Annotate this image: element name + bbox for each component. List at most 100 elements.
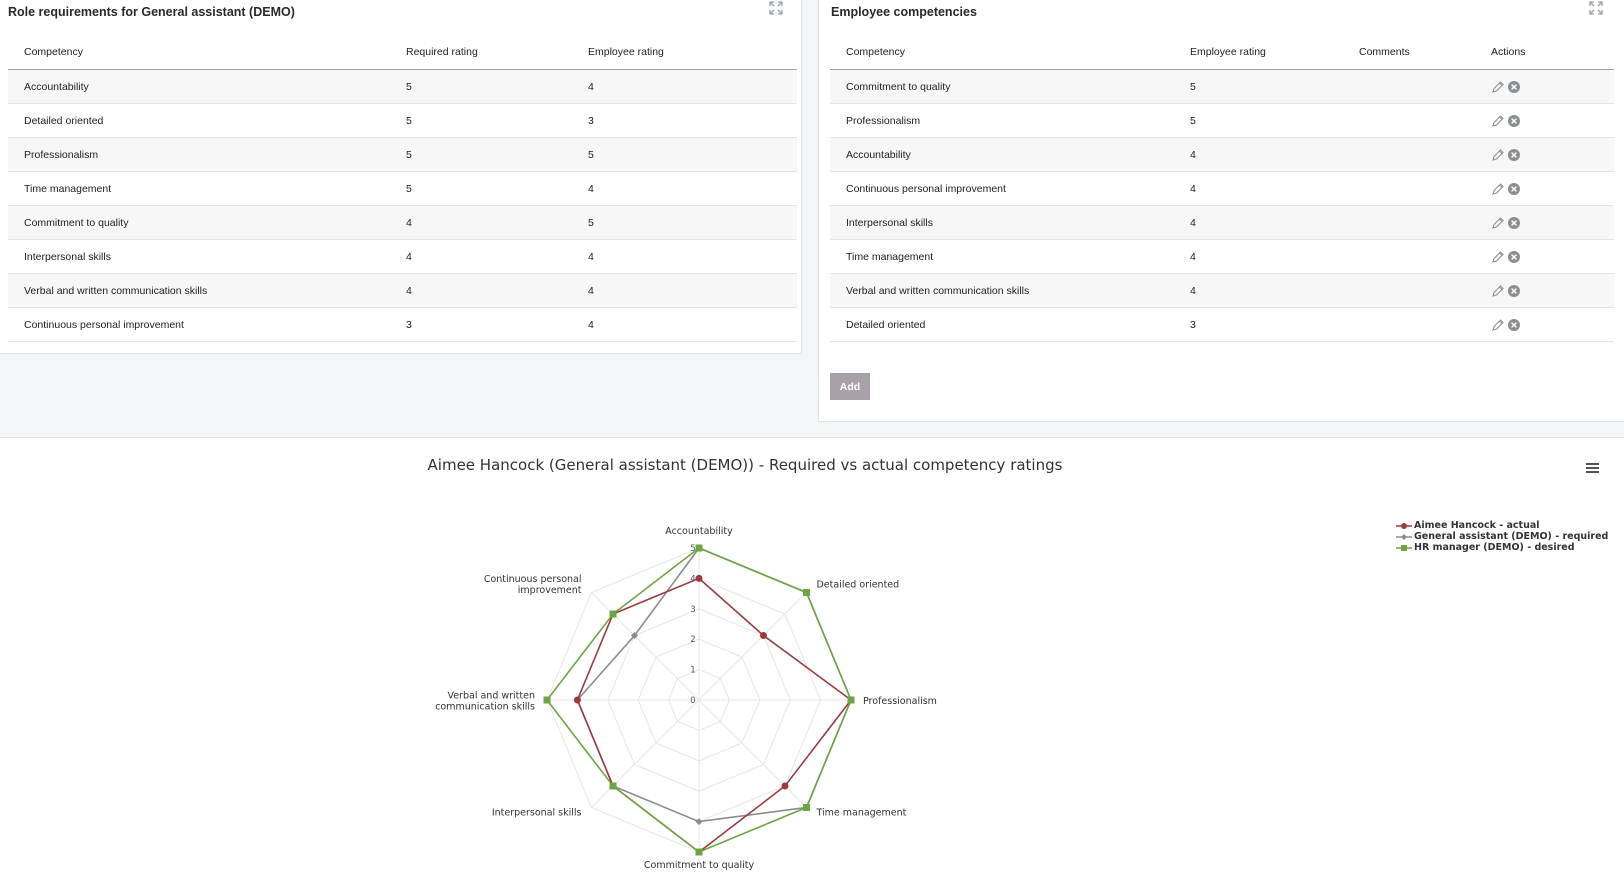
remove-circle-icon[interactable] <box>1507 182 1521 196</box>
employee-rating-cell: 4 <box>572 273 797 308</box>
competency-cell: Accountability <box>8 69 390 104</box>
competency-cell: Verbal and written communication skills <box>8 273 390 308</box>
data-point <box>573 696 581 704</box>
remove-circle-icon[interactable] <box>1507 284 1521 298</box>
comments-cell <box>1343 69 1475 104</box>
legend-item[interactable]: Aimee Hancock - actual <box>1396 520 1608 531</box>
data-point <box>609 610 617 618</box>
remove-circle-icon[interactable] <box>1507 148 1521 162</box>
competency-cell: Time management <box>8 171 390 206</box>
comments-cell <box>1343 273 1475 308</box>
remove-circle-icon[interactable] <box>1507 80 1521 94</box>
remove-circle-icon[interactable] <box>1507 114 1521 128</box>
pencil-icon[interactable] <box>1491 284 1505 298</box>
pencil-icon[interactable] <box>1491 148 1505 162</box>
employee-rating-cell: 4 <box>572 69 797 104</box>
role-requirements-table: Competency Required rating Employee rating… <box>8 35 797 342</box>
competency-cell: Professionalism <box>830 103 1174 138</box>
employee-rating-cell: 3 <box>1174 307 1343 342</box>
required-rating-cell: 5 <box>390 103 572 138</box>
comments-cell <box>1343 205 1475 240</box>
data-point <box>695 544 703 552</box>
actions-cell <box>1475 171 1614 206</box>
table-row: Interpersonal skills 4 4 <box>8 239 797 274</box>
employee-rating-cell: 4 <box>572 239 797 274</box>
column-header: Competency <box>830 35 1174 70</box>
column-header: Competency <box>8 35 390 70</box>
table-row: Professionalism 5 5 <box>8 137 797 172</box>
comments-cell <box>1343 137 1475 172</box>
competency-cell: Commitment to quality <box>830 69 1174 104</box>
competency-cell: Interpersonal skills <box>830 205 1174 240</box>
actions-cell <box>1475 103 1614 138</box>
data-point <box>802 589 810 597</box>
required-rating-cell: 4 <box>390 273 572 308</box>
employee-rating-cell: 4 <box>1174 137 1343 172</box>
employee-rating-cell: 4 <box>1174 205 1343 240</box>
actions-cell <box>1475 205 1614 240</box>
competency-radar-chart-panel: 0 1 2 3 4 5 Accountability Detailed oriented Pro… <box>0 437 1624 893</box>
add-button[interactable]: Add <box>830 373 870 400</box>
remove-circle-icon[interactable] <box>1507 318 1521 332</box>
expand-icon[interactable] <box>1588 0 1604 16</box>
hamburger-menu-icon[interactable] <box>1584 460 1602 476</box>
legend-symbol <box>1396 544 1412 551</box>
grid-spoke <box>591 592 700 701</box>
legend-symbol <box>1396 522 1412 529</box>
actions-cell <box>1475 273 1614 308</box>
table-row: Interpersonal skills 4 <box>830 205 1614 240</box>
legend-item[interactable]: HR manager (DEMO) - desired <box>1396 542 1608 553</box>
tick-label: 2 <box>690 635 695 645</box>
column-header: Actions <box>1475 35 1614 70</box>
table-row: Verbal and written communication skills 4… <box>8 273 797 308</box>
legend-label: HR manager (DEMO) - desired <box>1414 542 1575 553</box>
chart-legend: Aimee Hancock - actual General assistant … <box>1396 520 1608 553</box>
grid-spoke <box>698 592 807 701</box>
axis-label: Continuous personal <box>484 574 582 585</box>
data-point <box>802 803 810 811</box>
pencil-icon[interactable] <box>1491 80 1505 94</box>
comments-cell <box>1343 239 1475 274</box>
axis-label: Time management <box>815 807 906 818</box>
table-row: Commitment to quality 4 5 <box>8 205 797 240</box>
tick-label: 5 <box>690 544 695 554</box>
tick-label: 0 <box>690 696 695 706</box>
employee-competencies-table: Competency Employee rating Comments Actions… <box>830 35 1614 342</box>
data-point <box>543 696 551 704</box>
employee-rating-cell: 5 <box>1174 103 1343 138</box>
pencil-icon[interactable] <box>1491 250 1505 264</box>
pencil-icon[interactable] <box>1491 114 1505 128</box>
axis-label: Detailed oriented <box>816 580 899 591</box>
data-point <box>609 782 617 790</box>
table-row: Commitment to quality 5 <box>830 69 1614 104</box>
pencil-icon[interactable] <box>1491 216 1505 230</box>
table-row: Accountability 5 4 <box>8 69 797 104</box>
pencil-icon[interactable] <box>1491 318 1505 332</box>
required-rating-cell: 3 <box>390 307 572 342</box>
data-point <box>631 632 639 640</box>
competency-cell: Verbal and written communication skills <box>830 273 1174 308</box>
expand-icon[interactable] <box>768 0 784 16</box>
tick-label: 1 <box>690 666 695 676</box>
remove-circle-icon[interactable] <box>1507 216 1521 230</box>
legend-item[interactable]: General assistant (DEMO) - required <box>1396 531 1608 542</box>
column-header: Employee rating <box>1174 35 1343 70</box>
actions-cell <box>1475 239 1614 274</box>
axis-label: communication skills <box>435 702 535 713</box>
comments-cell <box>1343 307 1475 342</box>
data-point <box>781 782 789 790</box>
grid-spoke <box>698 699 807 808</box>
legend-symbol <box>1396 533 1412 540</box>
column-header: Required rating <box>390 35 572 70</box>
employee-rating-cell: 5 <box>1174 69 1343 104</box>
tick-label: 3 <box>690 605 695 615</box>
remove-circle-icon[interactable] <box>1507 250 1521 264</box>
pencil-icon[interactable] <box>1491 182 1505 196</box>
comments-cell <box>1343 171 1475 206</box>
employee-rating-cell: 5 <box>572 137 797 172</box>
competency-cell: Continuous personal improvement <box>8 307 390 342</box>
employee-competencies-title: Employee competencies <box>831 5 977 19</box>
table-row: Detailed oriented 5 3 <box>8 103 797 138</box>
competency-cell: Detailed oriented <box>8 103 390 138</box>
legend-label: General assistant (DEMO) - required <box>1414 531 1609 542</box>
